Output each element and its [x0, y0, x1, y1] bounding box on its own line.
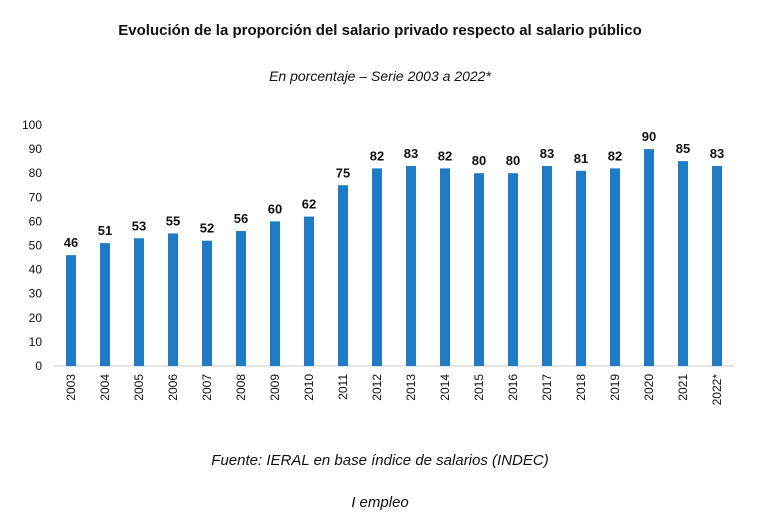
x-tick-label: 2010	[302, 374, 316, 401]
x-tick-label: 2022*	[710, 374, 724, 406]
data-label: 83	[710, 146, 724, 161]
data-label: 80	[472, 153, 486, 168]
data-label: 56	[234, 211, 248, 226]
data-label: 80	[506, 153, 520, 168]
y-tick-label: 90	[29, 142, 43, 156]
chart-title: Evolución de la proporción del salario p…	[118, 22, 642, 39]
y-tick-label: 70	[29, 190, 43, 204]
y-tick-label: 40	[29, 263, 43, 277]
x-tick-label: 2018	[574, 374, 588, 401]
x-tick-label: 2004	[98, 374, 112, 401]
data-label: 83	[540, 146, 554, 161]
y-tick-label: 60	[29, 214, 43, 228]
bar	[168, 233, 178, 366]
data-label: 81	[574, 151, 588, 166]
x-tick-label: 2014	[438, 374, 452, 401]
x-tick-label: 2006	[166, 374, 180, 401]
bar	[202, 240, 212, 366]
bar	[338, 185, 348, 366]
y-tick-label: 100	[22, 118, 42, 132]
x-tick-label: 2021	[676, 374, 690, 401]
y-tick-label: 30	[29, 287, 43, 301]
bar	[66, 255, 76, 366]
bar	[406, 165, 416, 366]
footer-caption: I empleo	[351, 494, 409, 511]
y-tick-label: 80	[29, 166, 43, 180]
y-tick-label: 20	[29, 311, 43, 325]
data-label: 82	[608, 148, 622, 163]
bar	[474, 173, 484, 366]
data-label: 83	[404, 146, 418, 161]
x-tick-label: 2020	[642, 374, 656, 401]
bar	[440, 168, 450, 366]
x-tick-label: 2009	[268, 374, 282, 401]
x-tick-label: 2013	[404, 374, 418, 401]
x-tick-label: 2016	[506, 374, 520, 401]
data-label: 82	[438, 148, 452, 163]
data-label: 82	[370, 148, 384, 163]
x-tick-label: 2003	[64, 374, 78, 401]
chart-source: Fuente: IERAL en base índice de salarios…	[211, 452, 549, 469]
data-label: 55	[166, 213, 180, 228]
bar	[644, 149, 654, 366]
bar	[304, 216, 314, 366]
bar	[712, 165, 722, 366]
chart-subtitle: En porcentaje – Serie 2003 a 2022*	[269, 68, 491, 84]
bar	[236, 231, 246, 366]
data-label: 51	[98, 223, 112, 238]
bar	[678, 161, 688, 366]
data-label: 53	[132, 218, 146, 233]
bar	[542, 165, 552, 366]
data-label: 62	[302, 197, 316, 212]
bar	[100, 243, 110, 366]
y-tick-label: 50	[29, 239, 43, 253]
bar	[270, 221, 280, 366]
x-tick-label: 2008	[234, 374, 248, 401]
bar	[610, 168, 620, 366]
bar	[134, 238, 144, 366]
x-tick-label: 2005	[132, 374, 146, 401]
x-tick-label: 2019	[608, 374, 622, 401]
y-tick-label: 10	[29, 335, 43, 349]
x-tick-label: 2012	[370, 374, 384, 401]
x-tick-label: 2017	[540, 374, 554, 401]
bar	[508, 173, 518, 366]
data-label: 90	[642, 129, 656, 144]
x-tick-label: 2007	[200, 374, 214, 401]
bar	[372, 168, 382, 366]
bar	[576, 170, 586, 366]
data-label: 60	[268, 201, 282, 216]
data-label: 85	[676, 141, 690, 156]
data-label: 75	[336, 165, 350, 180]
x-tick-label: 2011	[336, 374, 350, 400]
y-tick-label: 0	[35, 359, 42, 373]
data-label: 52	[200, 221, 214, 236]
data-label: 46	[64, 235, 78, 250]
x-tick-label: 2015	[472, 374, 486, 401]
